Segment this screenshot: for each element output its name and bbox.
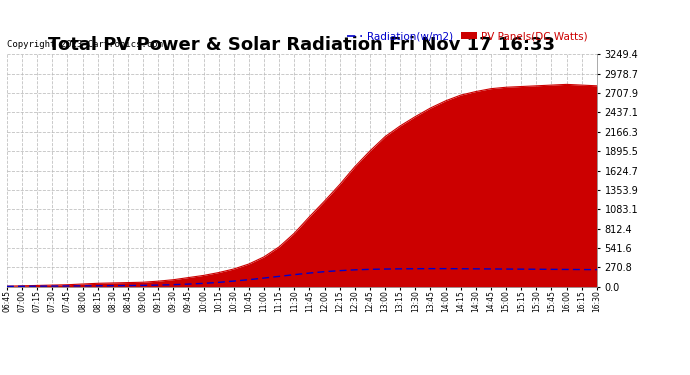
Legend: Radiation(w/m2), PV Panels(DC Watts): Radiation(w/m2), PV Panels(DC Watts) [343, 27, 591, 45]
Title: Total PV Power & Solar Radiation Fri Nov 17 16:33: Total PV Power & Solar Radiation Fri Nov… [48, 36, 555, 54]
Text: Copyright 2023 Cartronics.com: Copyright 2023 Cartronics.com [7, 40, 163, 50]
